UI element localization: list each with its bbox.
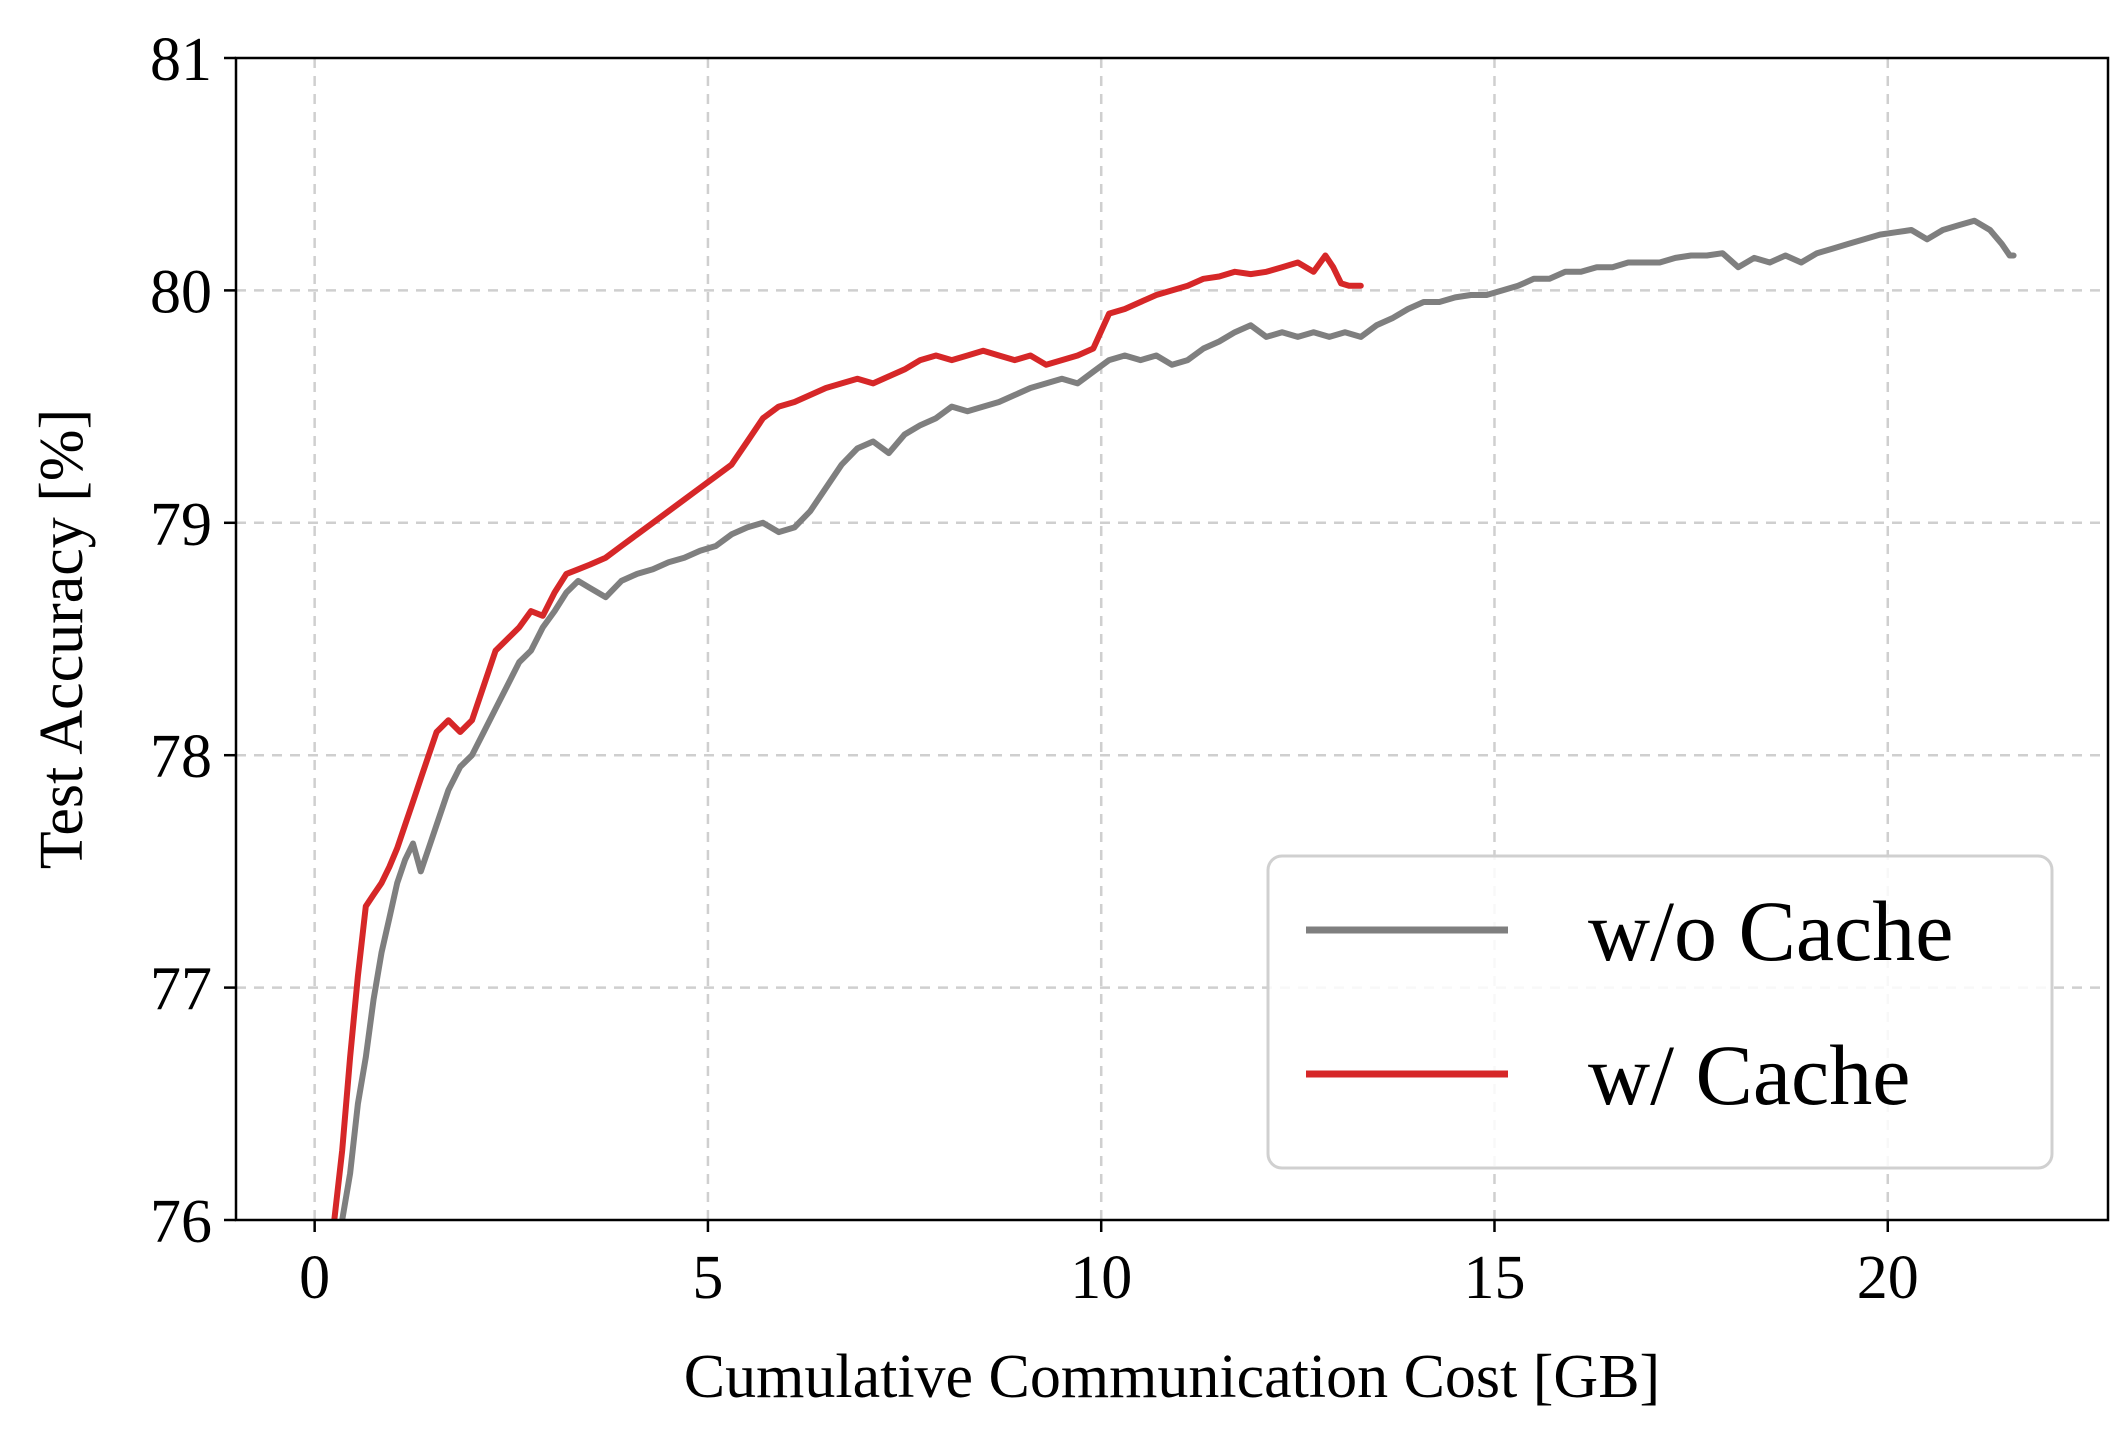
x-tick-label: 0	[299, 1244, 330, 1312]
series-line-without-cache	[339, 217, 2017, 1220]
axis-ticks: 0 5 10 15 20 76 77 78 79 80 81	[150, 26, 1919, 1312]
series-layer	[331, 217, 2017, 1220]
x-tick-label: 10	[1070, 1244, 1132, 1312]
legend-label: w/o Cache	[1588, 883, 1953, 979]
legend: w/o Cache w/ Cache	[1266, 854, 2054, 1170]
x-axis-label: Cumulative Communication Cost [GB]	[684, 1343, 1660, 1411]
y-tick-label: 78	[150, 723, 212, 791]
legend-box	[1266, 854, 2054, 1170]
legend-label: w/ Cache	[1588, 1027, 1910, 1123]
x-tick-label: 20	[1857, 1244, 1919, 1312]
y-tick-label: 79	[150, 491, 212, 559]
x-tick-label: 5	[692, 1244, 723, 1312]
series-line-with-cache	[331, 252, 1364, 1220]
y-tick-label: 81	[150, 26, 212, 94]
y-tick-label: 80	[150, 258, 212, 326]
y-tick-label: 76	[150, 1188, 212, 1256]
plot-frame	[234, 56, 2110, 1222]
y-axis-label: Test Accuracy [%]	[28, 409, 96, 869]
y-tick-label: 77	[150, 956, 212, 1024]
x-tick-label: 15	[1463, 1244, 1525, 1312]
